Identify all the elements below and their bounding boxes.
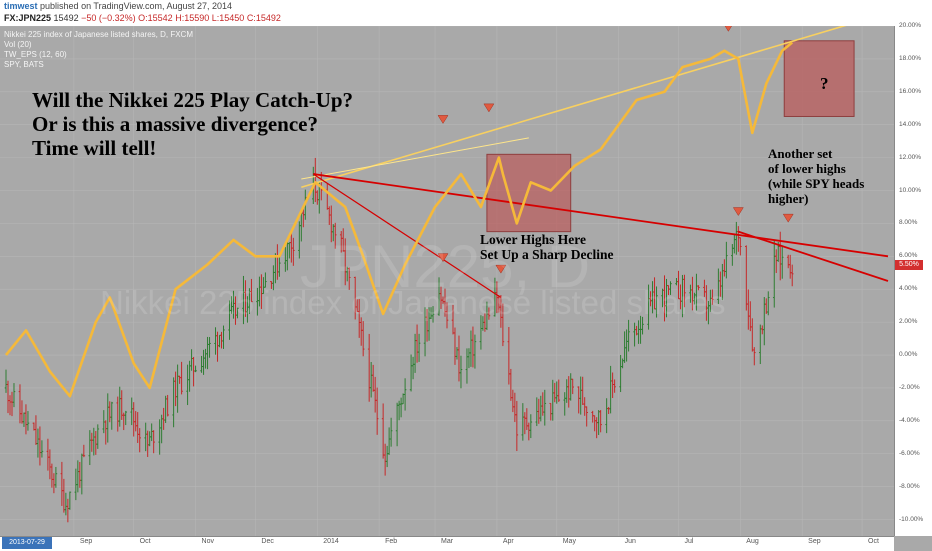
watermark-symbol: JPN225, D [300, 233, 591, 300]
watermark-name: Nikkei 225 index of Japanese listed shar… [100, 284, 726, 321]
lower-highs-line-2: Set Up a Sharp Decline [480, 247, 614, 262]
time-axis-tick: 2014 [323, 538, 339, 545]
current-value-tag: 5.50% [895, 259, 923, 270]
legend-title[interactable]: Nikkei 225 index of Japanese listed shar… [4, 30, 193, 39]
spy-series-line[interactable] [4, 41, 794, 398]
open-value: O:15542 [138, 13, 173, 23]
time-axis-start-date: 2013-07-29 [2, 537, 52, 549]
last-price: 15492 [53, 13, 79, 23]
another-set-line-4: higher) [768, 191, 809, 206]
spy-channel-line[interactable] [301, 137, 529, 180]
headline-line-1: Will the Nikkei 225 Play Catch-Up? [32, 88, 354, 112]
price-axis-tick: 0.00% [899, 351, 918, 359]
red-trendline-recent[interactable] [738, 230, 889, 282]
down-arrow-marker[interactable] [723, 26, 733, 32]
spy-trendline[interactable] [301, 26, 888, 188]
down-arrow-marker[interactable] [437, 253, 449, 263]
another-set-line-1: Another set [768, 146, 833, 161]
price-axis-tick: 20.00% [899, 22, 922, 29]
highlight-box[interactable] [486, 153, 572, 233]
red-trendline-long[interactable] [313, 173, 889, 258]
legend-spy[interactable]: SPY, BATS [4, 60, 44, 69]
time-axis-tick: Jun [624, 538, 636, 545]
chart-header: timwest published on TradingView.com, Au… [0, 0, 932, 27]
time-axis-tick: Jul [684, 538, 694, 545]
time-axis-tick: Oct [139, 538, 151, 545]
time-axis-tick: Oct [868, 538, 879, 545]
down-arrow-marker[interactable] [483, 103, 495, 113]
price-axis-tick: 2.00% [899, 318, 918, 326]
high-value: H:15590 [175, 13, 210, 23]
price-axis-tick: 6.00% [899, 252, 918, 260]
price-axis-tick: 12.00% [899, 153, 922, 161]
down-arrow-marker[interactable] [495, 264, 507, 274]
legend-eps[interactable]: TW_EPS (12, 60) [4, 50, 67, 59]
price-axis-tick: 4.00% [899, 285, 918, 293]
legend-vol[interactable]: Vol (20) [4, 40, 32, 49]
another-set-annotation: Another set of lower highs (while SPY he… [768, 146, 864, 206]
time-axis-tick: Aug [746, 538, 759, 545]
price-axis-tick: -8.00% [899, 482, 920, 490]
time-axis-tick: Feb [385, 538, 398, 545]
down-arrow-marker[interactable] [732, 207, 744, 217]
lower-highs-line-1: Lower Highs Here [480, 232, 586, 247]
time-axis-tick: Sep [79, 538, 93, 545]
price-axis-tick: -4.00% [899, 416, 920, 424]
down-arrow-marker[interactable] [437, 115, 449, 124]
time-axis-tick: Apr [502, 538, 514, 545]
projection-box[interactable] [783, 40, 855, 117]
price-axis-tick: 18.00% [899, 54, 922, 62]
headline-annotation: Will the Nikkei 225 Play Catch-Up? Or is… [32, 88, 353, 160]
low-value: L:15450 [211, 13, 245, 23]
price-axis-tick: 14.00% [899, 120, 922, 128]
time-axis-tick: Sep [808, 538, 821, 545]
price-axis-tick: -6.00% [899, 449, 920, 457]
question-mark-annotation: ? [820, 74, 829, 93]
price-axis-tick: 10.00% [899, 186, 922, 194]
headline-line-3: Time will tell! [32, 136, 157, 160]
time-axis-tick: May [562, 538, 576, 545]
lower-highs-annotation: Lower Highs Here Set Up a Sharp Decline [480, 232, 614, 262]
another-set-line-3: (while SPY heads [768, 176, 865, 191]
price-axis-tick: 8.00% [899, 219, 918, 227]
time-axis-tick: Dec [261, 538, 274, 545]
published-text: published on TradingView.com, August 27,… [40, 1, 233, 11]
time-axis[interactable]: Sep Oct Nov Dec 2014 Feb Mar Apr May Jun Jul Aug Sep… [0, 536, 894, 551]
change-value: −50 (−0.32%) [81, 13, 136, 23]
price-axis-tick: 16.00% [899, 87, 922, 95]
symbol-label[interactable]: FX:JPN225 [4, 13, 52, 23]
ohlc-line: FX:JPN225 15492 −50 (−0.32%) O:15542 H:1… [4, 13, 281, 23]
headline-line-2: Or is this a massive divergence? [32, 112, 319, 136]
time-axis-tick: Nov [201, 538, 214, 545]
close-value: C:15492 [246, 13, 281, 23]
price-axis-tick: -10.00% [899, 515, 924, 523]
chart-plot-area[interactable] [0, 26, 894, 536]
price-axis[interactable]: 20.00% 18.00% 16.00% 14.00% 12.00% 10.00% 8.00… [894, 22, 932, 536]
time-axis-tick: Mar [440, 538, 454, 545]
price-axis-tick: -2.00% [899, 383, 920, 391]
down-arrow-marker[interactable] [782, 213, 794, 223]
author-link[interactable]: timwest [4, 1, 38, 11]
another-set-line-2: of lower highs [768, 161, 846, 176]
red-trendline-steep[interactable] [312, 173, 502, 298]
publish-line: timwest published on TradingView.com, Au… [4, 1, 232, 11]
